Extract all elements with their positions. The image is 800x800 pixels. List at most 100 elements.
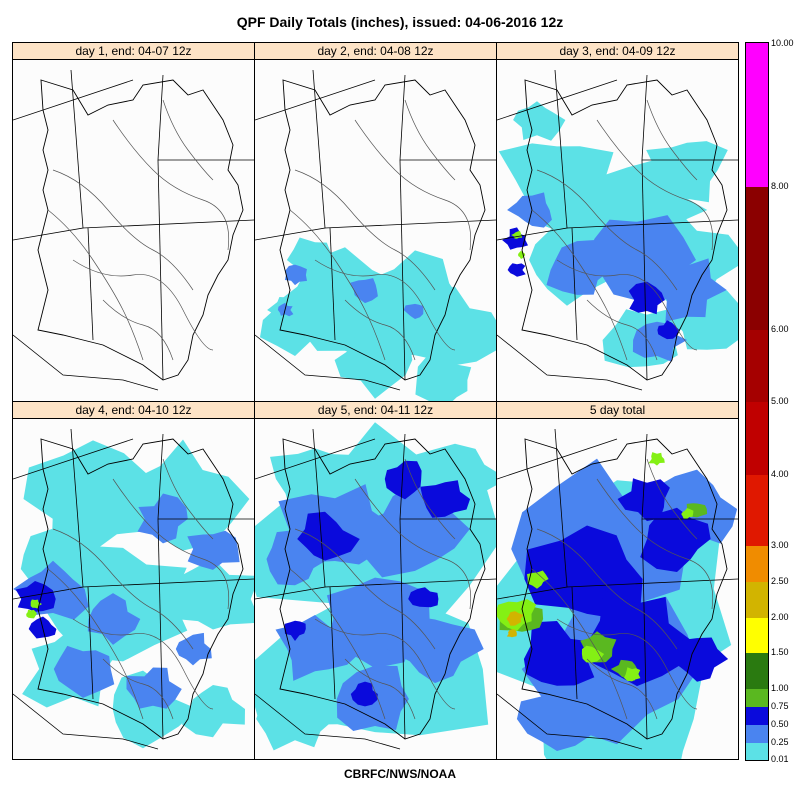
river-line (404, 458, 456, 540)
precip-area (23, 440, 164, 561)
color-scale-segment (746, 402, 768, 475)
state-boundary (399, 74, 496, 161)
river-line (52, 169, 194, 291)
state-boundary (571, 227, 578, 341)
state-boundary (571, 586, 578, 700)
state-boundary (329, 227, 336, 341)
basin-outline (279, 438, 486, 740)
precip-area (513, 101, 566, 141)
color-scale-label: 8.00 (771, 181, 789, 191)
panel-map (13, 428, 254, 750)
panel-map (255, 69, 496, 401)
precip-area (506, 629, 517, 638)
state-boundary (641, 159, 648, 381)
color-scale-label: 5.00 (771, 396, 789, 406)
precip-area (407, 286, 496, 366)
precip-area (507, 192, 552, 228)
precip-area (30, 599, 43, 609)
precip-area (681, 508, 694, 519)
precip-area (403, 303, 424, 319)
state-boundary (399, 518, 406, 740)
state-boundary (13, 693, 159, 750)
color-scale-label: 2.50 (771, 576, 789, 586)
panel-header: day 5, end: 04-11 12z (255, 402, 496, 419)
panel-header: day 3, end: 04-09 12z (497, 43, 738, 60)
state-boundary (641, 518, 648, 740)
precip-area (669, 637, 729, 682)
precip-area (657, 320, 680, 340)
precip-area (284, 264, 307, 286)
panel-map (13, 69, 254, 391)
precip-area (15, 581, 56, 612)
color-scale-segment (746, 689, 768, 707)
color-scale-segment (746, 187, 768, 330)
precip-area (168, 558, 254, 630)
river-line (112, 478, 230, 610)
precip-area (137, 493, 188, 544)
river-line (294, 169, 436, 291)
precip-area (350, 681, 378, 707)
panel-header: 5 day total (497, 402, 738, 419)
panel-day-4: day 4, end: 04-10 12z (12, 401, 255, 760)
precip-area (646, 141, 728, 204)
state-boundary (87, 586, 94, 700)
precip-area (175, 632, 212, 666)
color-scale-label: 10.00 (771, 38, 794, 48)
river-line (354, 478, 472, 610)
river-line (47, 568, 144, 720)
color-scale-bar (745, 42, 769, 761)
panel-header: day 2, end: 04-08 12z (255, 43, 496, 60)
color-scale-segment (746, 43, 768, 187)
precip-area (350, 278, 378, 304)
state-boundary (566, 578, 738, 588)
river-line (586, 658, 658, 720)
panel-day-3: day 3, end: 04-09 12z (496, 42, 739, 402)
river-line (344, 658, 416, 720)
color-scale-segment (746, 725, 768, 743)
state-boundary (324, 578, 496, 588)
state-boundary (324, 219, 496, 229)
river-line (646, 458, 698, 540)
precip-area (546, 239, 611, 295)
precip-area (266, 530, 329, 586)
river-line (294, 528, 436, 650)
precip-area (511, 230, 523, 239)
basin-outline (279, 79, 486, 381)
map-title: QPF Daily Totals (inches), issued: 04-06… (236, 14, 564, 30)
precip-area (420, 480, 471, 518)
color-scale-label: 2.00 (771, 612, 789, 622)
panel-day-2: day 2, end: 04-08 12z (254, 42, 497, 402)
state-boundary (82, 219, 254, 229)
color-scale-segment (746, 546, 768, 582)
color-scale-label: 0.50 (771, 719, 789, 729)
color-scale-label: 0.01 (771, 754, 789, 764)
precip-area (523, 621, 595, 686)
panel-map (255, 422, 496, 751)
color-scale-segment (746, 653, 768, 689)
state-boundary (87, 227, 94, 341)
precip-area (581, 645, 605, 663)
state-boundary (497, 334, 643, 391)
river-line (102, 299, 174, 361)
color-scale-label: 6.00 (771, 324, 789, 334)
precip-area (624, 667, 641, 682)
basin-outline (521, 438, 728, 740)
river-line (162, 458, 214, 540)
river-line (162, 99, 214, 181)
color-scale-segment (746, 618, 768, 653)
river-line (52, 528, 194, 650)
color-scale-label: 0.25 (771, 737, 789, 747)
precip-area (516, 687, 600, 751)
state-boundary (255, 334, 401, 391)
river-line (404, 99, 456, 181)
precip-area (527, 570, 549, 589)
river-line (47, 209, 144, 361)
river-line (354, 119, 472, 251)
precip-area (126, 667, 182, 709)
state-boundary (255, 69, 326, 241)
precip-area (297, 511, 360, 561)
precip-area (589, 589, 690, 687)
precip-area (187, 530, 240, 570)
basin-outline (521, 79, 728, 381)
river-line (289, 568, 386, 720)
